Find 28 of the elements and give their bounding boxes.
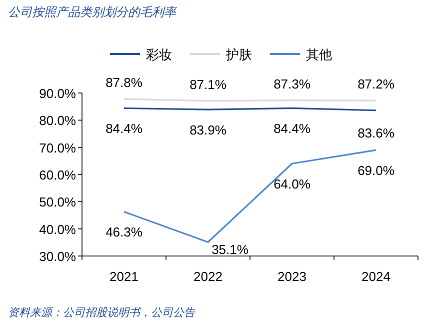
legend-label: 彩妆 — [146, 47, 172, 62]
legend-label: 护肤 — [225, 47, 252, 62]
data-label: 87.2% — [358, 76, 395, 92]
x-tick-label: 2022 — [194, 269, 222, 284]
y-tick-label: 80.0% — [39, 113, 76, 128]
x-tick-label: 2023 — [278, 269, 306, 284]
text: 资料来源：公司招股说明书，公司公告 — [8, 306, 196, 319]
data-label: 35.1% — [212, 242, 249, 258]
chart-title: 公司按照产品类别划分的毛利率 — [8, 5, 178, 19]
legend-label: 其他 — [306, 47, 332, 62]
data-label: 46.3% — [106, 224, 143, 240]
data-label: 64.0% — [274, 176, 311, 192]
data-label: 84.4% — [106, 121, 143, 136]
y-tick-label: 50.0% — [39, 194, 76, 210]
data-label: 83.9% — [190, 122, 227, 138]
y-tick-label: 90.0% — [39, 86, 76, 101]
data-label: 87.8% — [106, 74, 143, 90]
y-tick-label: 70.0% — [39, 140, 76, 156]
data-label: 84.4% — [274, 121, 311, 136]
y-tick-label: 30.0% — [39, 249, 76, 264]
y-tick-label: 40.0% — [39, 222, 76, 237]
x-tick-label: 2024 — [362, 269, 390, 284]
data-label: 83.6% — [358, 125, 395, 140]
x-tick-label: 2021 — [110, 269, 138, 284]
data-label: 69.0% — [358, 163, 395, 178]
y-tick-label: 60.0% — [39, 168, 76, 182]
data-label: 87.3% — [274, 76, 311, 92]
data-label: 87.1% — [190, 76, 227, 92]
